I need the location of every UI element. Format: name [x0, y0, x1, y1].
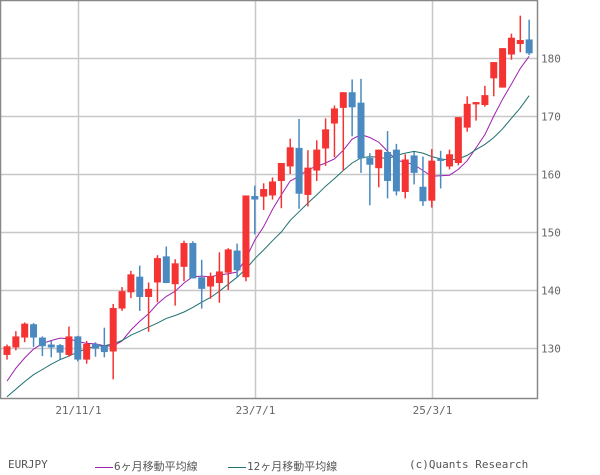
candle [56, 345, 64, 353]
candlestick-chart: 130 140 150 160 170 180 21/11/1 23/7/1 25/3/1 [0, 0, 561, 417]
candle [339, 92, 347, 108]
legend-ma6: 6ヶ月移動平均線 [95, 458, 198, 474]
candle [507, 37, 515, 55]
candles [3, 15, 533, 380]
candle [410, 155, 418, 173]
candle [207, 276, 215, 287]
x-axis-labels: 21/11/1 23/7/1 25/3/1 [55, 404, 452, 417]
candle [12, 336, 20, 348]
candle [277, 162, 285, 181]
candle [295, 147, 303, 194]
candle [375, 149, 383, 169]
ma6-label: 6ヶ月移動平均線 [114, 460, 198, 473]
ma12-label: 12ヶ月移動平均線 [247, 460, 338, 473]
candle [472, 102, 480, 105]
candle [392, 149, 400, 192]
candle [313, 149, 321, 171]
legend-ma12: 12ヶ月移動平均線 [228, 458, 337, 474]
candle [145, 288, 153, 297]
y-tick-label: 180 [541, 53, 561, 66]
candle [118, 291, 126, 309]
candle [74, 336, 82, 360]
ma12-line-swatch [228, 466, 246, 468]
candle [127, 274, 135, 293]
y-tick-label: 170 [541, 111, 561, 124]
candle [499, 48, 507, 88]
candle [100, 345, 108, 353]
y-axis-labels: 130 140 150 160 170 180 [541, 53, 561, 356]
candle [366, 157, 374, 165]
candle [189, 243, 197, 279]
candle [171, 263, 179, 285]
candle [65, 336, 73, 355]
symbol-label: EURJPY [8, 458, 48, 471]
candle [490, 62, 498, 79]
candle [3, 346, 11, 355]
x-tick-label: 21/11/1 [55, 404, 101, 417]
plot-frame [0, 0, 539, 400]
moving-average-line [6, 56, 530, 382]
candle [224, 249, 232, 273]
candle [251, 196, 259, 200]
candle [198, 277, 206, 289]
candle [47, 344, 55, 348]
candle [428, 160, 436, 201]
candle [304, 167, 312, 195]
candle [260, 189, 268, 197]
candle [454, 117, 462, 163]
candle [92, 343, 99, 349]
candle [481, 95, 489, 105]
candle [357, 102, 365, 159]
candle [180, 243, 188, 267]
candle [136, 276, 144, 297]
candle [525, 39, 533, 54]
candle [463, 103, 471, 128]
candle [322, 129, 330, 149]
y-tick-label: 150 [541, 227, 561, 240]
candle [286, 147, 294, 167]
candle [83, 343, 91, 360]
y-tick-label: 160 [541, 169, 561, 182]
candle [401, 159, 409, 192]
candle [38, 337, 46, 347]
candle [384, 151, 392, 181]
candle [215, 271, 223, 284]
candle [21, 323, 29, 338]
x-tick-label: 25/3/1 [413, 404, 453, 417]
candle [242, 195, 250, 278]
candle [162, 256, 170, 284]
candle [419, 186, 427, 202]
candle [437, 158, 445, 161]
candle [233, 250, 241, 271]
y-tick-label: 140 [541, 285, 561, 298]
candle [153, 258, 161, 283]
candle [330, 108, 338, 124]
x-tick-label: 23/7/1 [236, 404, 276, 417]
y-tick-label: 130 [541, 343, 561, 356]
candle [30, 324, 38, 338]
candle [446, 154, 453, 167]
copyright: (c)Quants Research [409, 458, 529, 471]
candle [348, 92, 356, 108]
ma6-line-swatch [95, 466, 113, 468]
candle [109, 307, 117, 352]
candle [516, 40, 524, 45]
candle [269, 181, 276, 196]
